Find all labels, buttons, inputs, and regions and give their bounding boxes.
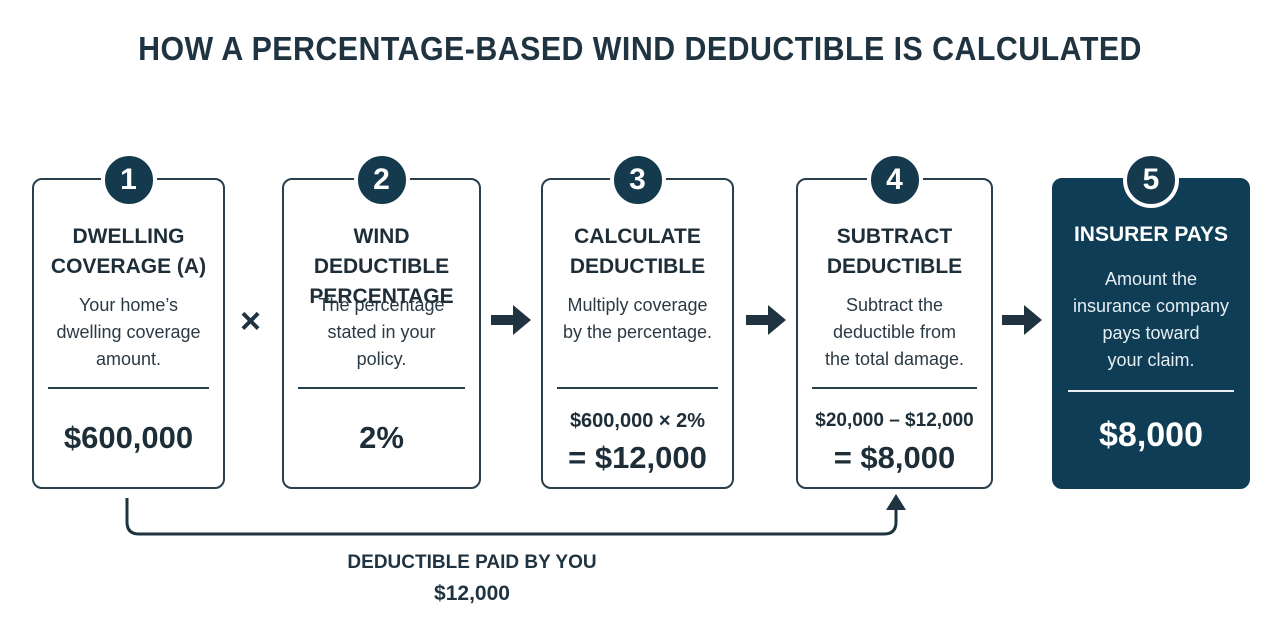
step-4-title-line1: SUBTRACT — [836, 225, 953, 248]
step-4-desc-line1: Subtract the — [845, 295, 944, 315]
step-3-desc-line2: by the percentage. — [562, 322, 713, 342]
step-3-desc-line1: Multiply coverage — [567, 295, 708, 315]
step-1-divider — [48, 387, 209, 389]
step-4-badge: 4 — [866, 152, 923, 208]
step-5-desc-line2: insurance company — [1072, 296, 1230, 316]
step-4-title: SUBTRACT DEDUCTIBLE — [798, 222, 991, 282]
step-2-title: WIND DEDUCTIBLE PERCENTAGE — [284, 222, 479, 312]
step-2-card: 2 WIND DEDUCTIBLE PERCENTAGE The percent… — [282, 152, 481, 489]
step-2-value: 2% — [359, 420, 404, 455]
step-1-title-line2: COVERAGE (A) — [50, 255, 207, 278]
step-2-desc-line2: stated in your — [327, 322, 436, 342]
step-5-description: Amount the insurance company pays toward… — [1054, 266, 1248, 374]
multiply-icon: × — [240, 300, 262, 341]
step-2-badge: 2 — [353, 152, 410, 208]
step-3-title: CALCULATE DEDUCTIBLE — [543, 222, 732, 282]
step-4-desc-line3: the total damage. — [824, 349, 965, 369]
step-3-description: Multiply coverage by the percentage. — [543, 292, 732, 346]
step-4-calculation: $20,000 – $12,000 — [815, 410, 974, 431]
step-1-desc-line3: amount. — [95, 349, 162, 369]
step-1-title-line1: DWELLING — [72, 225, 185, 248]
step-4-description: Subtract the deductible from the total d… — [798, 292, 991, 373]
page-title: HOW A PERCENTAGE-BASED WIND DEDUCTIBLE I… — [138, 30, 1142, 67]
step-2-title-line1: WIND DEDUCTIBLE — [313, 225, 450, 278]
step-2-description: The percentage stated in your policy. — [284, 292, 479, 373]
step-5-card: 5 INSURER PAYS Amount the insurance comp… — [1052, 152, 1250, 489]
step-1-value: $600,000 — [63, 420, 194, 455]
deductible-paid-value: $12,000 — [434, 582, 510, 605]
step-4-card: 4 SUBTRACT DEDUCTIBLE Subtract the deduc… — [796, 152, 993, 489]
step-5-value: $8,000 — [1099, 416, 1203, 454]
deductible-paid-label: DEDUCTIBLE PAID BY YOU — [347, 552, 597, 573]
step-5-desc-line4: your claim. — [1107, 350, 1195, 370]
arrow-right-icon — [746, 305, 786, 335]
arrow-right-icon — [491, 305, 531, 335]
step-3-divider — [557, 387, 718, 389]
step-1-desc-line1: Your home’s — [78, 295, 179, 315]
step-5-desc-line1: Amount the — [1104, 269, 1198, 289]
step-5-badge: 5 — [1123, 152, 1179, 208]
step-1-desc-line2: dwelling coverage — [56, 322, 201, 342]
step-1-description: Your home’s dwelling coverage amount. — [34, 292, 223, 373]
step-3-title-line1: CALCULATE — [574, 225, 701, 248]
step-4-divider — [812, 387, 977, 389]
step-3-card: 3 CALCULATE DEDUCTIBLE Multiply coverage… — [541, 152, 734, 489]
step-5-desc-line3: pays toward — [1102, 323, 1200, 343]
arrow-right-icon — [1002, 305, 1042, 335]
step-5-title: INSURER PAYS — [1073, 223, 1229, 246]
step-2-desc-line1: The percentage — [318, 295, 445, 315]
step-2-divider — [298, 387, 465, 389]
step-2-desc-line3: policy. — [356, 349, 407, 369]
step-1-card: 1 DWELLING COVERAGE (A) Your home’s dwel… — [32, 152, 225, 489]
step-3-value: = $12,000 — [568, 440, 707, 475]
step-4-desc-line2: deductible from — [832, 322, 957, 342]
step-3-calculation: $600,000 × 2% — [569, 410, 706, 432]
step-3-badge: 3 — [609, 152, 666, 208]
step-2-title-line2: PERCENTAGE — [309, 285, 454, 308]
step-5-divider — [1068, 390, 1234, 392]
step-1-badge: 1 — [100, 152, 157, 208]
step-4-value: = $8,000 — [833, 440, 956, 475]
step-4-title-line2: DEDUCTIBLE — [826, 255, 963, 278]
step-1-title: DWELLING COVERAGE (A) — [34, 222, 223, 282]
step-3-title-line2: DEDUCTIBLE — [569, 255, 706, 278]
